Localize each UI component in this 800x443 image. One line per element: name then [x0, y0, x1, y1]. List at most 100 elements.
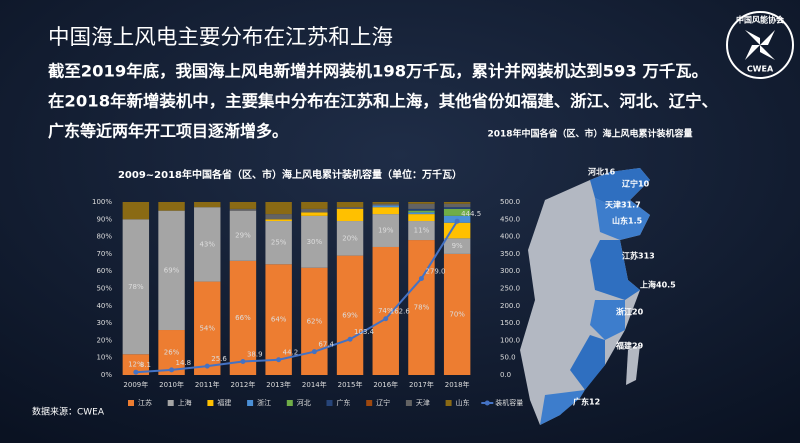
data-label: 43% [199, 240, 215, 248]
legend-swatch [445, 400, 452, 406]
y2-tick-label: 300.0 [500, 267, 520, 275]
map-label: 天津31.7 [605, 200, 641, 210]
data-label: 70% [449, 310, 465, 318]
legend-swatch [167, 400, 174, 406]
paragraph: 在2018年新增装机中，主要集中分布在江苏和上海，其他省份如福建、浙江、河北、辽… [48, 92, 718, 111]
province [595, 198, 650, 240]
line-point [133, 369, 139, 375]
data-label: 30% [307, 238, 323, 246]
data-label: 62% [307, 317, 323, 325]
map-label: 上海40.5 [640, 280, 676, 290]
bar-segment [443, 202, 471, 204]
y2-tick-label: 450.0 [500, 215, 520, 223]
legend-label: 河北 [297, 399, 311, 407]
x-tick-label: 2016年 [373, 380, 398, 389]
bar-segment [443, 238, 471, 254]
data-label: 44.2 [283, 349, 299, 357]
bar-segment [194, 202, 221, 208]
line [135, 220, 458, 374]
y-tick-label: 80% [96, 233, 112, 241]
bar-segment [229, 210, 257, 261]
x-tick-label: 2017年 [409, 380, 434, 389]
logo-name: 中国风能协会 [736, 15, 784, 25]
bar-segment [265, 214, 292, 220]
map: 2018年中国各省（区、市）海上风电累计装机容量 [487, 128, 693, 425]
bar-segment [301, 208, 328, 213]
slide-title: 中国海上风电主要分布在江苏和上海 [48, 25, 393, 49]
data-label: 8.1 [140, 361, 151, 369]
bar-segment [372, 214, 399, 247]
y2-tick-label: 400.0 [500, 233, 520, 241]
y2-tick-label: 250.0 [500, 285, 520, 293]
y2-tick-label: 200.0 [500, 302, 520, 310]
data-label: 78% [414, 304, 430, 312]
line-point [204, 363, 210, 369]
data-label: 25% [271, 239, 287, 247]
bar-segment [122, 354, 150, 375]
x-tick-label: 2009年 [123, 380, 148, 389]
bar-segment [372, 246, 399, 375]
legend-swatch [366, 400, 373, 406]
y-tick-label: 60% [96, 267, 112, 275]
map-label: 河北16 [588, 167, 616, 177]
y2-tick-label: 500.0 [500, 198, 520, 206]
legend-label: 浙江 [257, 398, 271, 407]
map-title: 2018年中国各省（区、市）海上风电累计装机容量 [487, 128, 692, 140]
legend-label: 广东 [337, 398, 351, 407]
legend-swatch [405, 400, 412, 406]
data-label: 444.5 [461, 210, 481, 218]
x-tick-label: 2014年 [302, 380, 327, 389]
line-point [276, 357, 282, 363]
legend-swatch [484, 400, 490, 406]
bar-segment [336, 207, 364, 209]
legend-label: 辽宁 [376, 398, 390, 407]
bar-segment [408, 210, 435, 213]
y-tick-label: 100% [92, 198, 112, 206]
bar-segment [229, 208, 257, 211]
bar-segment [443, 203, 471, 208]
y-tick-label: 40% [96, 302, 112, 310]
bar-segment [372, 203, 399, 206]
bar-segment [122, 202, 150, 220]
x-tick-label: 2010年 [159, 380, 184, 389]
bar-segment [408, 202, 435, 204]
legend-swatch [128, 400, 134, 406]
bar-segment [158, 202, 185, 211]
x-tick-label: 2015年 [338, 380, 363, 389]
line-point [418, 275, 424, 281]
paragraph: 截至2019年底，我国海上风电新增并网装机198万千瓦，累计并网装机达到593 … [48, 62, 708, 81]
y2-tick-label: 50.0 [500, 354, 516, 362]
bar-segment [301, 267, 328, 375]
map-label: 辽宁10 [622, 179, 650, 189]
logo-ring [726, 11, 794, 79]
bar-segment [194, 207, 221, 282]
map-label: 福建29 [615, 341, 644, 351]
data-label: 11% [414, 227, 430, 235]
map-label: 浙江20 [616, 307, 644, 317]
data-label: 69% [342, 311, 358, 319]
island [626, 345, 640, 385]
bar-segment [336, 202, 364, 208]
data-label: 64% [271, 316, 287, 324]
y-tick-label: 90% [96, 215, 112, 223]
x-tick-label: 2012年 [231, 380, 256, 389]
logo-abbr: CWEA [747, 65, 774, 74]
bar-segment [443, 208, 471, 216]
bar-segment [336, 255, 364, 375]
map-label: 江苏313 [622, 251, 655, 261]
y-tick-label: 20% [96, 336, 112, 344]
legend-swatch [326, 400, 333, 406]
data-label: 78% [128, 283, 144, 291]
legend-swatch [207, 400, 214, 406]
bar-segment [301, 212, 328, 216]
bar-segment [265, 202, 292, 215]
data-label: 69% [164, 266, 180, 274]
data-label: 279.0 [425, 267, 445, 275]
bar-segment [443, 222, 471, 239]
data-label: 67.4 [318, 341, 334, 349]
bar-segment [301, 202, 328, 209]
province [570, 335, 605, 390]
bar-segment [408, 208, 435, 211]
y2-tick-label: 100.0 [500, 336, 520, 344]
paragraph: 广东等近两年开工项目逐渐增多。 [48, 122, 288, 141]
